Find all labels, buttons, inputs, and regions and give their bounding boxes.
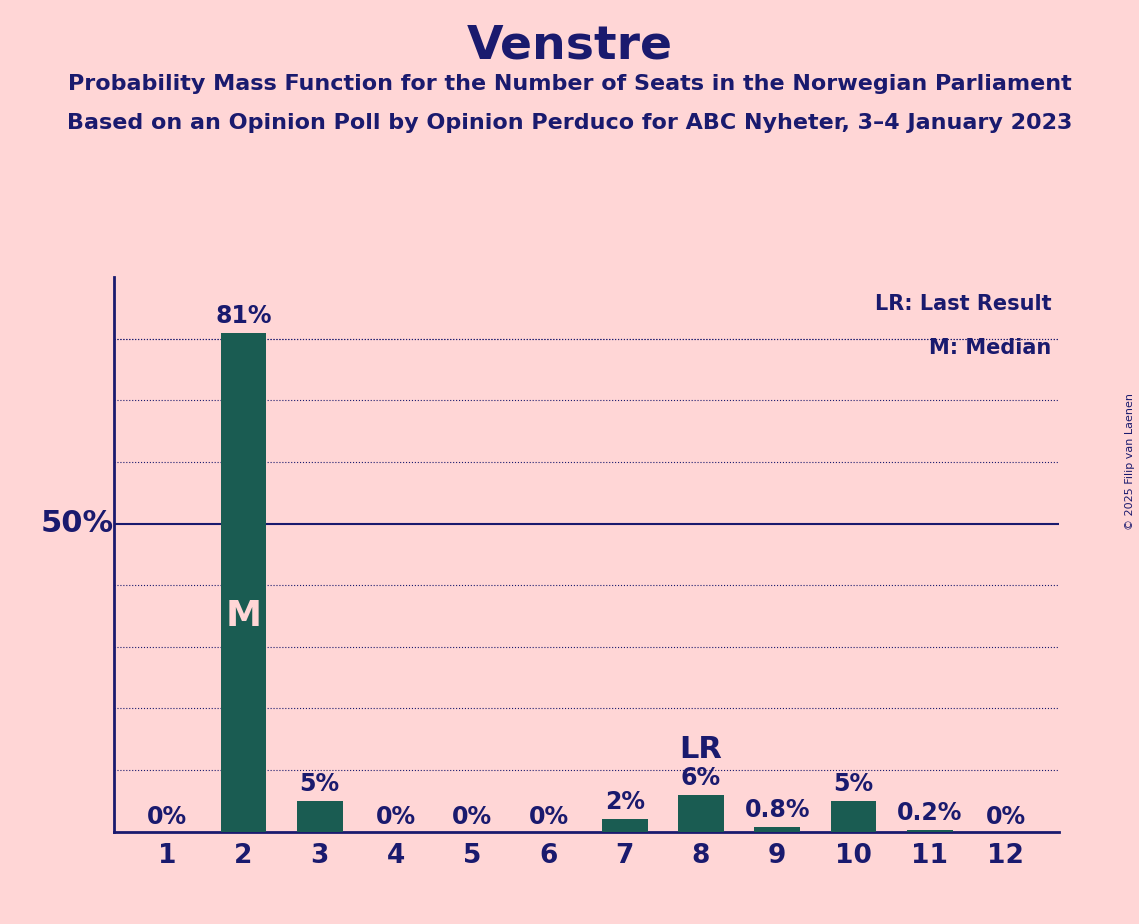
Bar <box>830 801 876 832</box>
Bar <box>907 831 952 832</box>
Bar <box>601 820 648 832</box>
Text: 0%: 0% <box>147 805 187 829</box>
Text: 50%: 50% <box>41 509 114 538</box>
Bar <box>678 795 723 832</box>
Text: 2%: 2% <box>605 790 645 814</box>
Text: M: Median: M: Median <box>929 338 1051 359</box>
Bar <box>221 333 267 832</box>
Text: 5%: 5% <box>834 772 874 796</box>
Text: 0.2%: 0.2% <box>898 801 962 825</box>
Bar <box>297 801 343 832</box>
Text: 0%: 0% <box>528 805 568 829</box>
Text: LR: LR <box>680 735 722 764</box>
Bar <box>754 827 800 832</box>
Text: 0.8%: 0.8% <box>745 797 810 821</box>
Text: 5%: 5% <box>300 772 339 796</box>
Text: 81%: 81% <box>215 304 272 328</box>
Text: 0%: 0% <box>452 805 492 829</box>
Text: LR: Last Result: LR: Last Result <box>875 294 1051 314</box>
Text: Based on an Opinion Poll by Opinion Perduco for ABC Nyheter, 3–4 January 2023: Based on an Opinion Poll by Opinion Perd… <box>67 113 1072 133</box>
Text: 6%: 6% <box>681 766 721 790</box>
Text: Venstre: Venstre <box>467 23 672 68</box>
Text: 0%: 0% <box>986 805 1026 829</box>
Text: 0%: 0% <box>376 805 416 829</box>
Text: Probability Mass Function for the Number of Seats in the Norwegian Parliament: Probability Mass Function for the Number… <box>67 74 1072 94</box>
Text: © 2025 Filip van Laenen: © 2025 Filip van Laenen <box>1125 394 1134 530</box>
Text: M: M <box>226 599 262 633</box>
